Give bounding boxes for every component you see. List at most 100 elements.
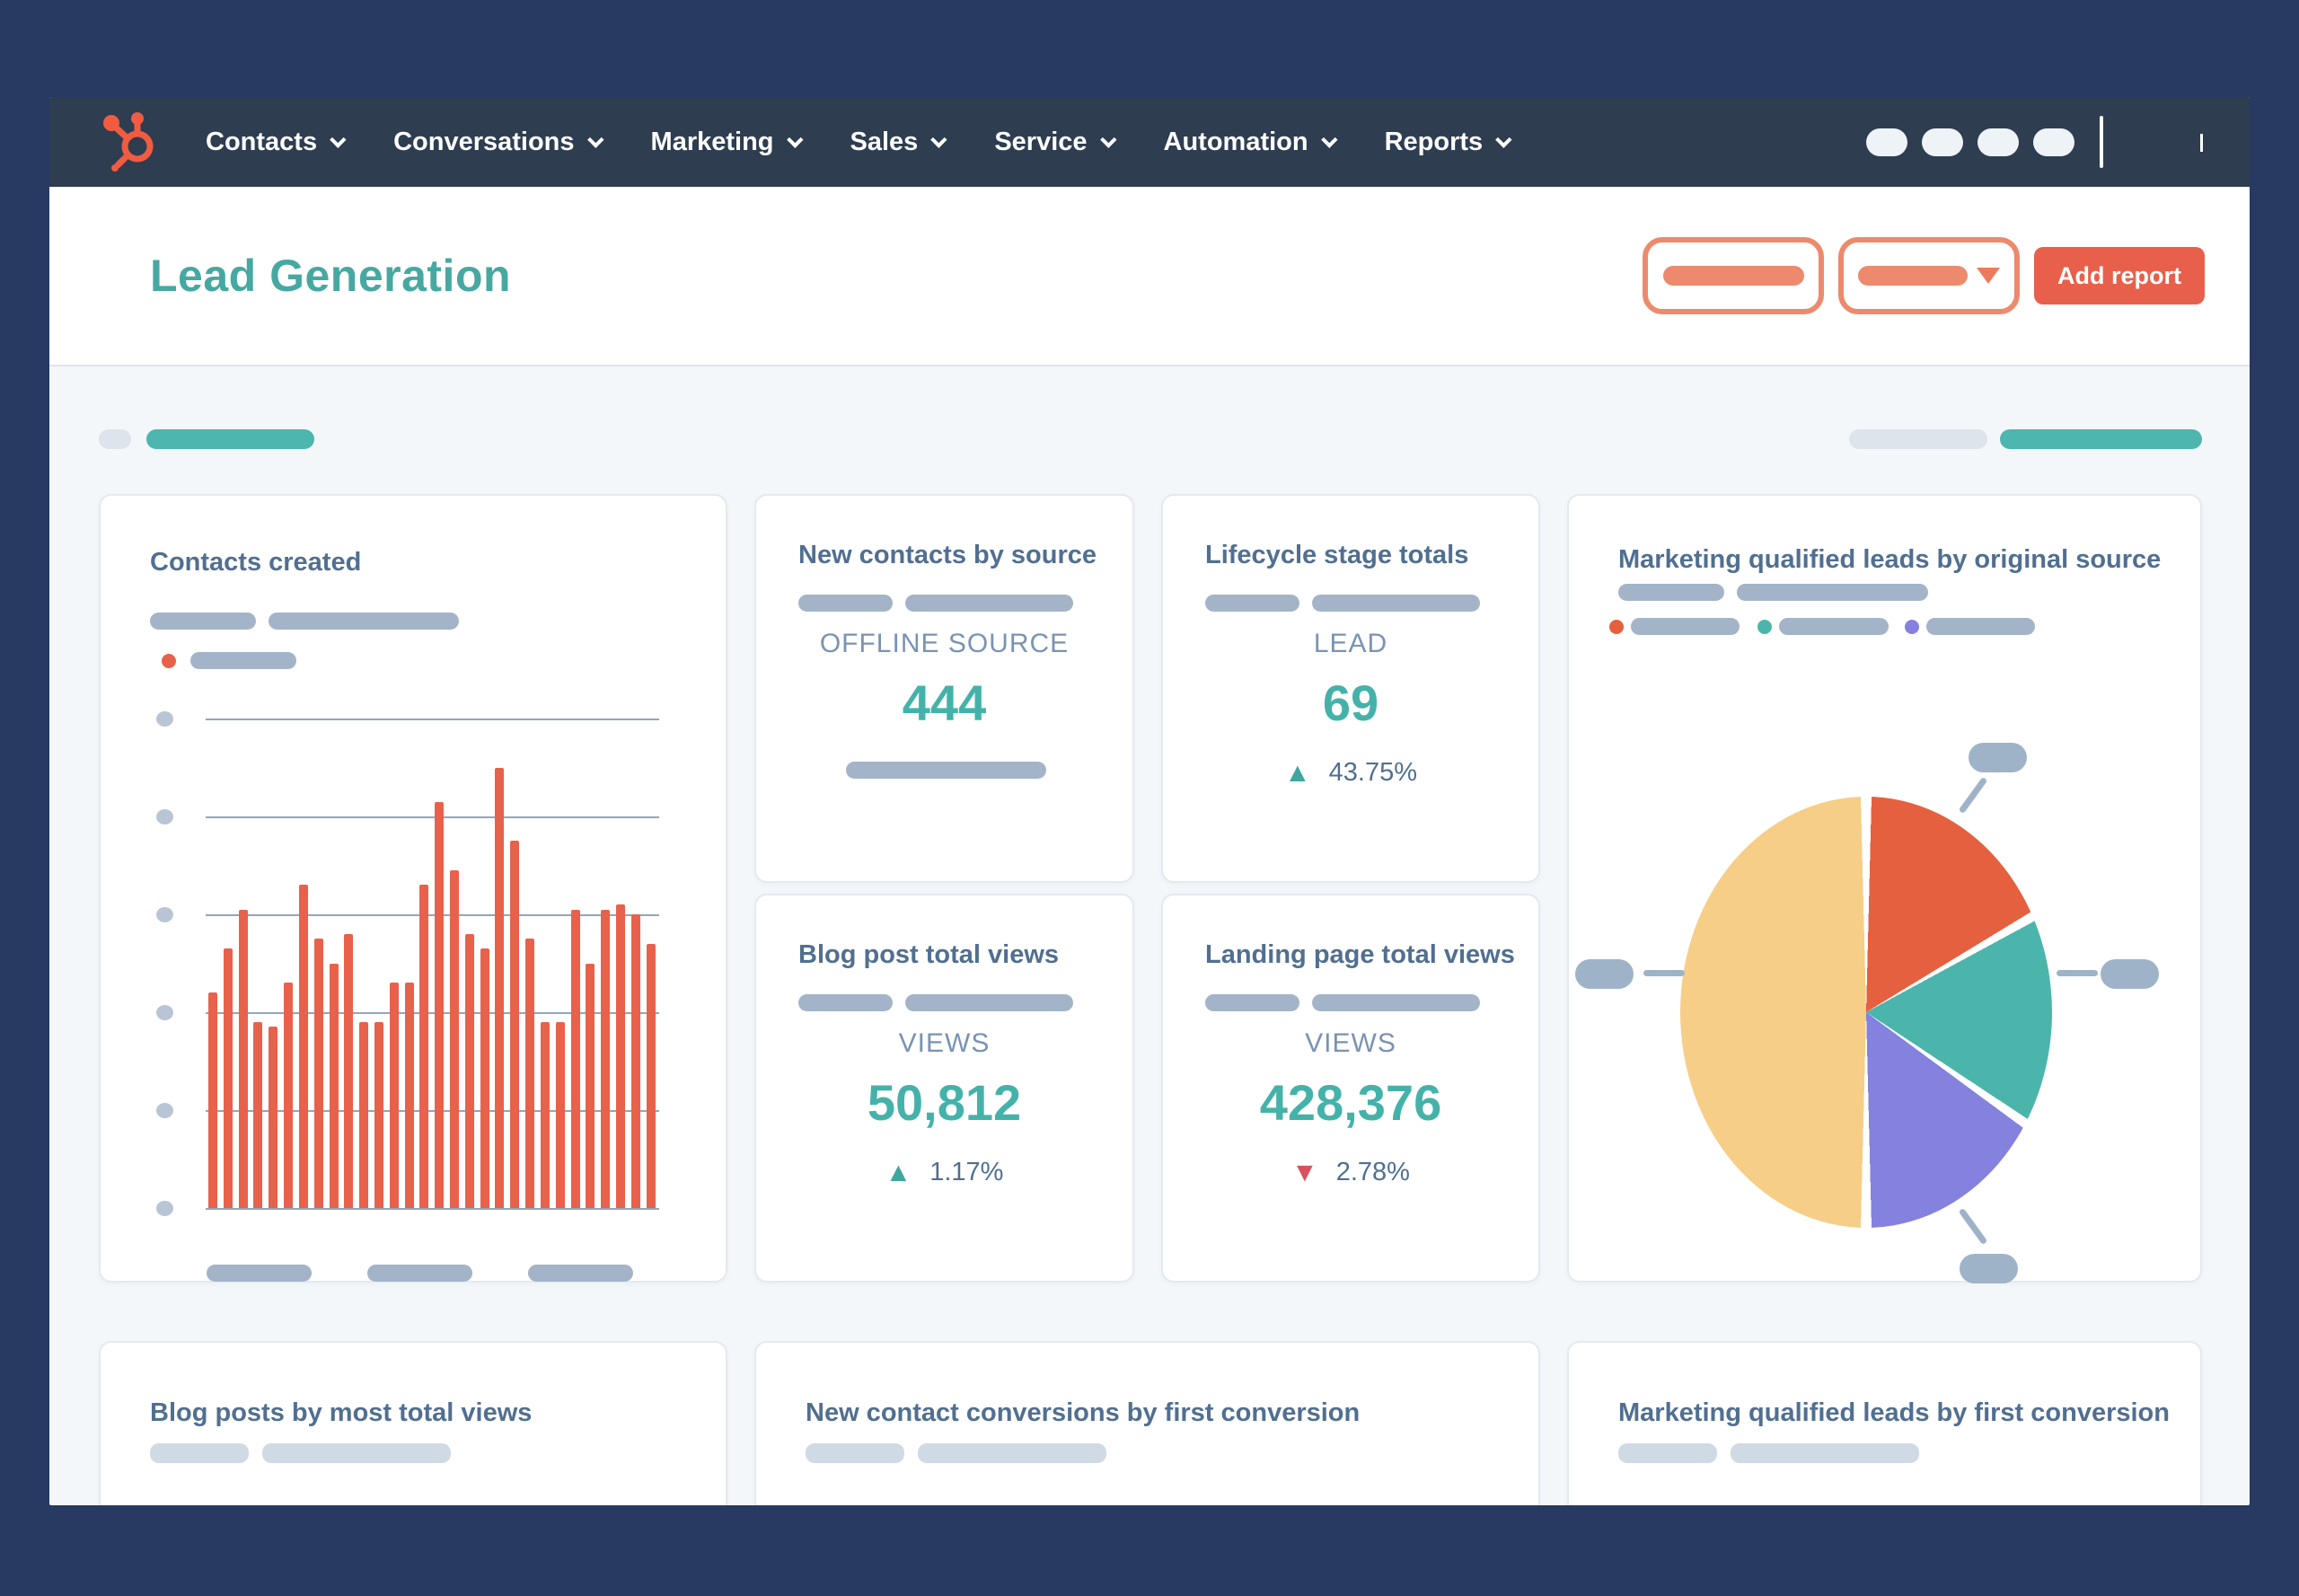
bar bbox=[555, 1021, 565, 1208]
nav-item-automation[interactable]: Automation bbox=[1164, 128, 1338, 157]
subtitle-placeholder bbox=[918, 1443, 1106, 1463]
metric-value: 69 bbox=[1322, 675, 1379, 731]
subtitle-placeholder bbox=[798, 994, 893, 1011]
x-axis-label-placeholder bbox=[207, 1265, 312, 1282]
nav-item-conversations[interactable]: Conversations bbox=[393, 128, 604, 157]
chart-gridline bbox=[206, 914, 659, 916]
bar bbox=[540, 1021, 550, 1208]
bar bbox=[525, 939, 535, 1208]
bar bbox=[464, 933, 474, 1208]
dashboard-filter-button[interactable] bbox=[1643, 237, 1824, 314]
dashboard-content: Contacts created bbox=[49, 366, 2250, 1505]
nav-utility-button-3[interactable] bbox=[1977, 128, 2019, 156]
card-new-contacts-by-source: New contacts by source OFFLINE SOURCE 44… bbox=[754, 494, 1134, 883]
nav-item-label: Reports bbox=[1384, 127, 1484, 156]
y-axis-tick-placeholder bbox=[156, 1103, 173, 1118]
account-menu-toggle[interactable] bbox=[2200, 134, 2203, 152]
x-axis-label-placeholder bbox=[367, 1265, 472, 1282]
nav-utility-button-1[interactable] bbox=[1866, 128, 1907, 156]
nav-utility-button-2[interactable] bbox=[1922, 128, 1963, 156]
metric-value: 428,376 bbox=[1259, 1074, 1442, 1131]
card-new-contact-conversions: New contact conversions by first convers… bbox=[754, 1341, 1540, 1505]
nav-menu: Contacts Conversations Marketing Sales S… bbox=[206, 127, 1512, 157]
nav-utility-button-4[interactable] bbox=[2033, 128, 2074, 156]
legend-label-placeholder bbox=[190, 652, 296, 669]
pie-callout-line bbox=[1958, 1207, 1988, 1246]
report-grid-top: Contacts created bbox=[99, 494, 2202, 1283]
nav-item-label: Service bbox=[994, 127, 1088, 156]
add-report-button[interactable]: Add report bbox=[2034, 247, 2205, 304]
subtitle-placeholder bbox=[1205, 994, 1299, 1011]
filter-chip-placeholder[interactable] bbox=[146, 429, 314, 449]
card-contacts-created: Contacts created bbox=[99, 494, 727, 1283]
dropdown-triangle-icon bbox=[1977, 268, 2000, 284]
nav-item-label: Contacts bbox=[206, 127, 318, 156]
pie-callout-label-placeholder bbox=[1575, 959, 1634, 989]
chart-gridline bbox=[206, 816, 659, 818]
chart-gridline bbox=[206, 719, 659, 720]
bar bbox=[615, 904, 625, 1208]
subtitle-placeholder bbox=[150, 613, 256, 630]
nav-divider bbox=[2100, 116, 2103, 168]
filter-chip-placeholder[interactable] bbox=[1849, 429, 1987, 449]
page-title: Lead Generation bbox=[150, 251, 512, 301]
bar-chart-bars bbox=[208, 719, 656, 1208]
y-axis-tick-placeholder bbox=[156, 711, 173, 727]
subtitle-placeholder bbox=[1618, 584, 1724, 601]
bar bbox=[344, 933, 354, 1208]
nav-item-sales[interactable]: Sales bbox=[850, 128, 947, 157]
nav-item-service[interactable]: Service bbox=[994, 127, 1117, 157]
card-mql-by-original-source: Marketing qualified leads by original so… bbox=[1567, 494, 2202, 1283]
metric-delta: ▲ 1.17% bbox=[756, 1158, 1132, 1187]
subtitle-placeholder bbox=[1312, 595, 1480, 612]
subtitle-placeholder bbox=[262, 1443, 451, 1463]
bar bbox=[389, 983, 399, 1208]
chevron-down-icon bbox=[930, 130, 947, 148]
subtitle-placeholder bbox=[905, 595, 1073, 612]
dashboard-actions-dropdown[interactable] bbox=[1838, 237, 2020, 314]
filter-toggle-placeholder[interactable] bbox=[99, 429, 131, 449]
bar bbox=[269, 1027, 278, 1208]
nav-item-reports[interactable]: Reports bbox=[1384, 127, 1512, 157]
nav-utility-area bbox=[1852, 116, 2203, 168]
subtitle-placeholder bbox=[905, 994, 1073, 1011]
card-mql-by-first-conversion: Marketing qualified leads by first conve… bbox=[1567, 1341, 2202, 1505]
chevron-down-icon bbox=[1495, 130, 1512, 148]
bar bbox=[586, 963, 595, 1208]
subtitle-placeholder bbox=[1737, 584, 1928, 601]
chevron-down-icon bbox=[586, 130, 604, 148]
chevron-down-icon bbox=[1320, 130, 1338, 148]
card-title: New contact conversions by first convers… bbox=[806, 1398, 1361, 1427]
card-landing-page-total-views: Landing page total views VIEWS 428,376 ▼… bbox=[1161, 894, 1540, 1283]
x-axis-label-placeholder bbox=[528, 1265, 633, 1282]
bar bbox=[253, 1021, 263, 1208]
filter-chip-placeholder[interactable] bbox=[2000, 429, 2202, 449]
metric-footer-placeholder bbox=[846, 762, 1046, 779]
card-title: Landing page total views bbox=[1205, 940, 1515, 969]
card-title: Blog posts by most total views bbox=[150, 1398, 533, 1427]
nav-item-marketing[interactable]: Marketing bbox=[651, 128, 804, 157]
card-title: New contacts by source bbox=[798, 541, 1097, 569]
bar bbox=[435, 801, 445, 1208]
legend-dot bbox=[162, 654, 176, 668]
legend-dot bbox=[1757, 620, 1772, 634]
metric-delta: ▼ 2.78% bbox=[1163, 1158, 1538, 1187]
nav-item-contacts[interactable]: Contacts bbox=[206, 127, 347, 157]
triangle-up-icon: ▲ bbox=[885, 1157, 912, 1187]
subtitle-placeholder bbox=[1205, 595, 1299, 612]
bar bbox=[630, 914, 640, 1208]
pie-chart bbox=[1680, 797, 2052, 1228]
hubspot-logo-icon[interactable] bbox=[100, 112, 164, 172]
chevron-down-icon bbox=[2200, 134, 2203, 152]
card-title: Blog post total views bbox=[798, 940, 1060, 969]
pie-callout-label-placeholder bbox=[1960, 1254, 2018, 1283]
bar bbox=[450, 869, 459, 1208]
bar bbox=[313, 939, 323, 1208]
pie-callout-line bbox=[2057, 970, 2098, 976]
card-blog-post-total-views: Blog post total views VIEWS 50,812 ▲ 1.1… bbox=[754, 894, 1134, 1283]
metric-value: 444 bbox=[902, 675, 987, 731]
pie-callout-label-placeholder bbox=[2101, 959, 2159, 989]
bar bbox=[570, 909, 580, 1208]
metric-label: VIEWS bbox=[1305, 1028, 1396, 1058]
chart-gridline bbox=[206, 1012, 659, 1014]
